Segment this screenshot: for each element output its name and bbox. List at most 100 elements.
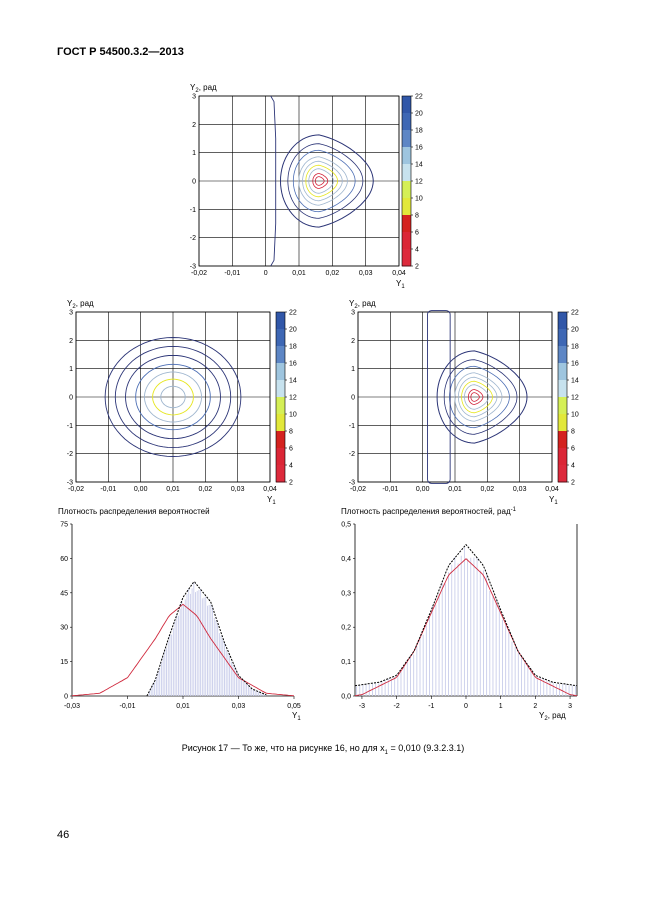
colorbar-segment [558, 414, 567, 432]
contour-line [461, 380, 493, 414]
contour-line [302, 160, 343, 202]
y-tick-label: 3 [192, 94, 196, 101]
colorbar-label: 8 [571, 429, 575, 436]
colorbar-segment [558, 448, 567, 466]
colorbar-segment [402, 96, 411, 114]
x-tick-label: 0,02 [199, 486, 213, 493]
x-tick-label: -0,01 [100, 486, 116, 493]
colorbar-segment [558, 397, 567, 415]
colorbar-label: 14 [289, 378, 297, 385]
colorbar-label: 10 [415, 196, 423, 203]
contour-outer-line [270, 95, 277, 267]
x-tick-label: 0,00 [416, 486, 430, 493]
caption-tail: = 0,010 (9.3.2.3.1) [390, 743, 465, 753]
contour-line [305, 164, 339, 198]
colorbar-label: 8 [415, 213, 419, 220]
colorbar-segment [402, 147, 411, 165]
contour-line [463, 384, 489, 410]
contour-line [436, 350, 528, 444]
y-tick-label: 60 [60, 556, 68, 563]
x-tick-label: 0,04 [263, 486, 277, 493]
x-tick-label: 0,01 [166, 486, 180, 493]
colorbar-segment [276, 329, 285, 347]
contour-line [314, 176, 325, 186]
x-tick-label: -0,02 [350, 486, 366, 493]
x-axis-label: Y2, рад [539, 711, 566, 722]
colorbar-label: 12 [571, 395, 579, 402]
x-tick-label: 0,03 [232, 703, 246, 710]
colorbar-label: 10 [571, 412, 579, 419]
y-axis-label: Y2, рад [67, 299, 94, 310]
colorbar-segment [402, 198, 411, 216]
colorbar-label: 16 [571, 361, 579, 368]
colorbar-label: 18 [415, 128, 423, 135]
x-tick-label: 0 [264, 270, 268, 277]
density-plot-y1: Плотность распределения вероятностей 75 60… [58, 507, 301, 722]
contour-ellipse [135, 363, 211, 431]
y-tick-label: 30 [60, 625, 68, 632]
colorbar-label: 20 [289, 327, 297, 334]
colorbar-label: 14 [415, 162, 423, 169]
colorbar-label: 8 [289, 429, 293, 436]
x-tick-label: 0,02 [326, 270, 340, 277]
x-tick-label: 3 [568, 703, 572, 710]
x-tick-label: -0,01 [382, 486, 398, 493]
colorbar-label: 20 [415, 111, 423, 118]
contour-line [312, 173, 329, 189]
colorbar-label: 4 [571, 463, 575, 470]
x-tick-label: -0,02 [68, 486, 84, 493]
y-tick-label: 1 [69, 366, 73, 373]
x-tick-label: 0,04 [392, 270, 406, 277]
y-axis-label: Y2, рад [349, 299, 376, 310]
x-tick-label: 0,03 [231, 486, 245, 493]
colorbar-segment [402, 249, 411, 267]
x-tick-label: -0,02 [191, 270, 207, 277]
x-tick-label: 0,03 [359, 270, 373, 277]
contour-plot-right: -0,02 -0,01 0,00 0,01 0,02 0,03 0,043210-1-2-3… [349, 299, 579, 506]
colorbar-segment [276, 397, 285, 415]
colorbar-segment [276, 380, 285, 398]
contour-ellipse [125, 354, 221, 440]
y-tick-label: 3 [351, 310, 355, 317]
colorbar-label: 2 [571, 480, 575, 487]
colorbar-segment [402, 215, 411, 233]
colorbar-segment [558, 346, 567, 364]
y-tick-label: 2 [192, 122, 196, 129]
colorbar-segment [402, 113, 411, 131]
colorbar-label: 12 [415, 179, 423, 186]
x-axis-label: Y1 [549, 495, 558, 506]
x-tick-label: 0,02 [481, 486, 495, 493]
y-tick-label: 0,2 [341, 625, 351, 632]
y-tick-label: -2 [190, 235, 196, 242]
x-axis-label: Y1 [292, 711, 301, 722]
contour-plot-left: -0,02 -0,01 0,00 0,01 0,02 0,03 0,043210-1-2-3… [67, 299, 297, 506]
colorbar-label: 18 [571, 344, 579, 351]
colorbar-label: 16 [289, 361, 297, 368]
y-tick-label: 0 [351, 395, 355, 402]
y-tick-label: 1 [192, 150, 196, 157]
contour-line [468, 389, 484, 405]
y-tick-label: -3 [190, 264, 196, 271]
caption-subscript: 1 [384, 749, 388, 756]
contour-line [470, 392, 480, 402]
y-tick-label: 0,0 [341, 694, 351, 701]
x-tick-label: 0,00 [134, 486, 148, 493]
colorbar-segment [276, 363, 285, 381]
contour-ellipse [160, 385, 186, 409]
colorbar-label: 6 [415, 230, 419, 237]
colorbar-segment [558, 329, 567, 347]
x-tick-label: 0 [464, 703, 468, 710]
x-axis-label: Y1 [396, 279, 405, 290]
contour-ellipse [114, 345, 232, 449]
colorbar-label: 10 [289, 412, 297, 419]
x-tick-label: -0,01 [120, 703, 136, 710]
x-tick-label: 0,04 [545, 486, 559, 493]
y-tick-label: -3 [67, 480, 73, 487]
y-tick-label: 0,3 [341, 590, 351, 597]
y-tick-label: -1 [190, 207, 196, 214]
colorbar-segment [276, 312, 285, 330]
page-header: ГОСТ Р 54500.3.2—2013 [57, 46, 184, 58]
colorbar-segment [276, 346, 285, 364]
contour-line [298, 156, 348, 206]
